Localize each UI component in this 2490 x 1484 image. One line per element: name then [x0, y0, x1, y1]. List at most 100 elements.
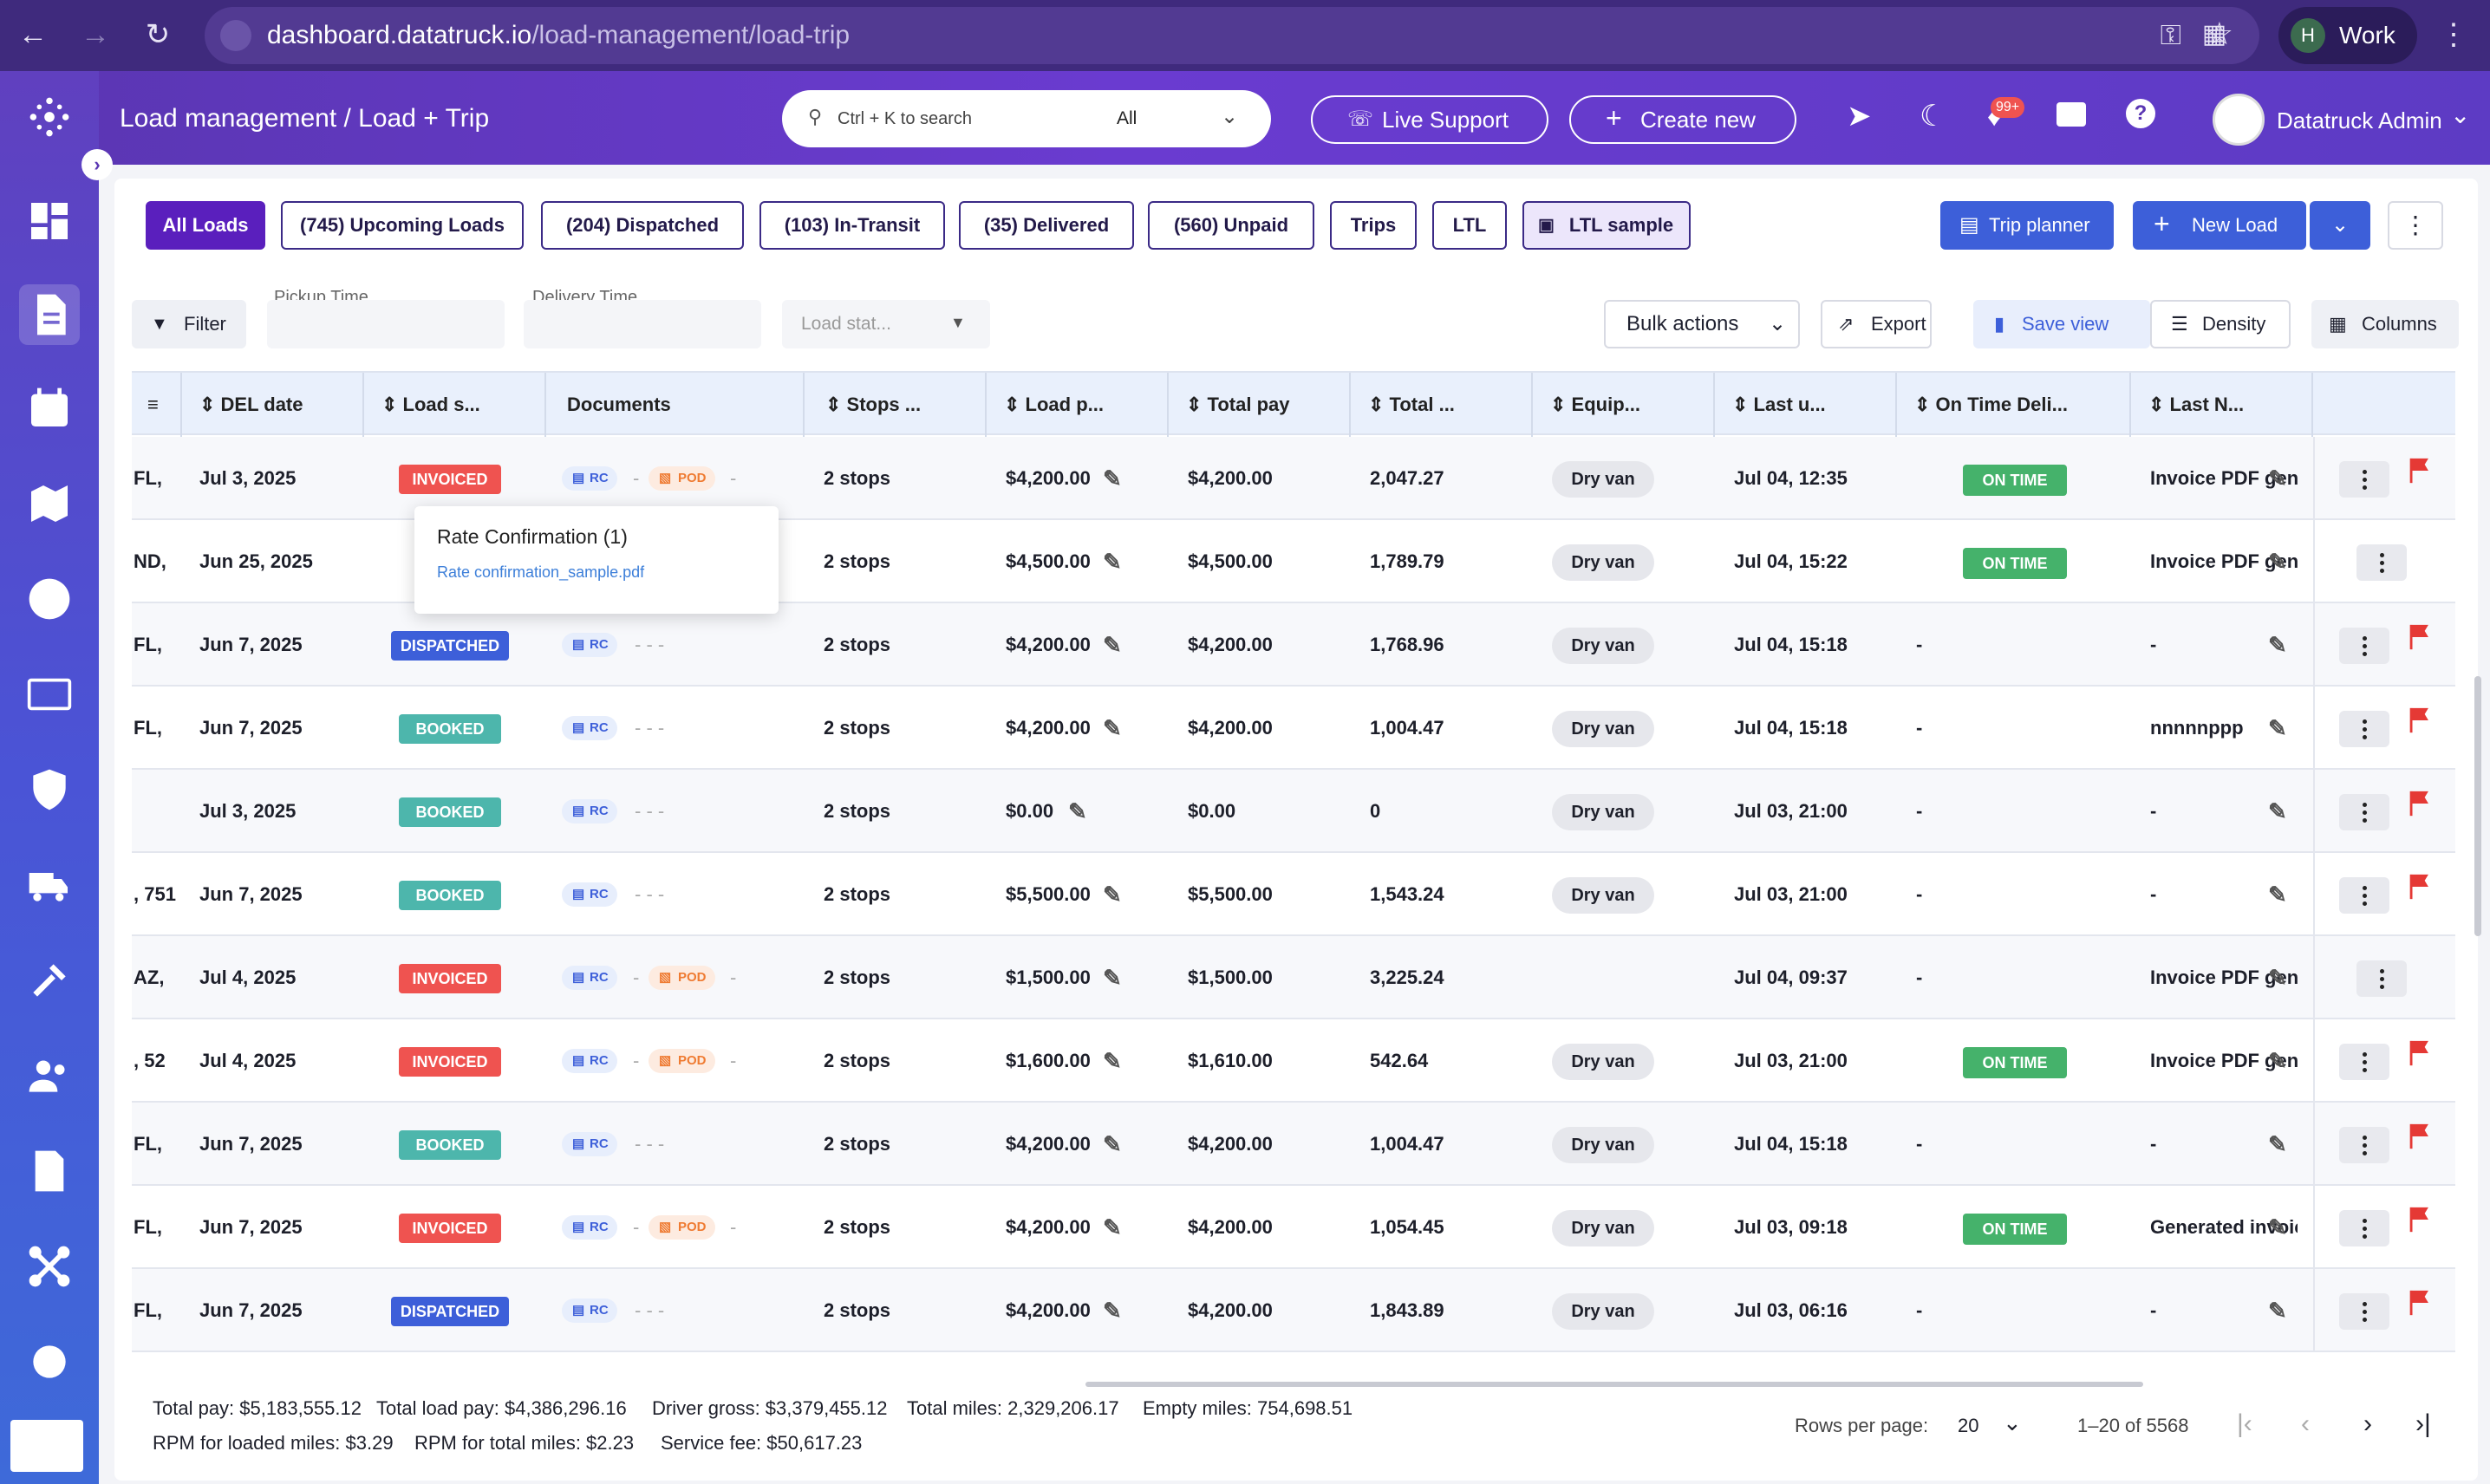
star-icon[interactable]: ☆: [2205, 16, 2233, 51]
filter-button[interactable]: ▼ Filter: [132, 300, 246, 348]
table-row[interactable]: , 52 Jul 4, 2025 INVOICED ▤ RC - ▧ POD - 2 stops $…: [132, 1019, 2455, 1103]
integrations-icon[interactable]: [19, 1236, 80, 1297]
rc-document-chip[interactable]: ▤ RC: [562, 1132, 617, 1156]
global-search[interactable]: ⚲ Ctrl + K to search All ⌄: [782, 90, 1271, 147]
edit-note-pencil-icon[interactable]: ✎: [2268, 1298, 2287, 1324]
table-row[interactable]: FL, Jun 7, 2025 DISPATCHED ▤ RC - - - 2 stops $…: [132, 1269, 2455, 1352]
row-actions-menu-icon[interactable]: [2339, 711, 2389, 747]
tab-ltl[interactable]: LTL: [1432, 201, 1507, 250]
tab-ltl-sample[interactable]: ▣ LTL sample: [1522, 201, 1691, 250]
reload-icon[interactable]: ↻: [145, 18, 171, 51]
create-new-button[interactable]: + Create new: [1569, 95, 1796, 144]
density-button[interactable]: ☰ Density: [2150, 300, 2291, 348]
site-settings-icon[interactable]: [220, 20, 251, 51]
popover-file-link[interactable]: Rate confirmation_sample.pdf: [437, 563, 645, 581]
new-load-options-chevron-icon[interactable]: ⌄: [2310, 201, 2370, 250]
flag-icon[interactable]: [2407, 1122, 2433, 1151]
flag-icon[interactable]: [2407, 456, 2433, 485]
chevron-down-icon[interactable]: ⌄: [1221, 105, 1239, 128]
dashboard-icon[interactable]: [19, 191, 80, 251]
edit-note-pencil-icon[interactable]: ✎: [2268, 1214, 2287, 1240]
flag-icon[interactable]: [2407, 1038, 2433, 1068]
settings-icon[interactable]: [19, 1331, 80, 1392]
column-del-date[interactable]: ⇕ DEL date: [182, 373, 364, 437]
edit-note-pencil-icon[interactable]: ✎: [2268, 882, 2287, 908]
next-page-icon[interactable]: ›: [2363, 1409, 2372, 1438]
rc-document-chip[interactable]: ▤ RC: [562, 633, 617, 657]
row-actions-menu-icon[interactable]: [2339, 628, 2389, 664]
column-total-pay[interactable]: ⇕ Total pay: [1169, 373, 1351, 437]
flag-icon[interactable]: [2407, 622, 2433, 652]
column-last-updated[interactable]: ⇕ Last u...: [1715, 373, 1897, 437]
edit-note-pencil-icon[interactable]: ✎: [2268, 465, 2287, 491]
billing-icon[interactable]: [19, 569, 80, 629]
edit-pencil-icon[interactable]: ✎: [1068, 798, 1087, 824]
row-actions-menu-icon[interactable]: [2356, 960, 2407, 997]
edit-note-pencil-icon[interactable]: ✎: [2268, 1048, 2287, 1074]
save-view-button[interactable]: ▮ Save view: [1973, 300, 2150, 348]
help-icon[interactable]: ?: [2126, 99, 2155, 128]
table-row[interactable]: FL, Jun 7, 2025 BOOKED ▤ RC - - - 2 stops $4,20…: [132, 1103, 2455, 1186]
row-actions-menu-icon[interactable]: [2339, 1210, 2389, 1246]
edit-pencil-icon[interactable]: ✎: [1103, 632, 1122, 658]
chat-icon[interactable]: [2057, 102, 2086, 127]
column-stops[interactable]: ⇕ Stops ...: [805, 373, 987, 437]
user-avatar[interactable]: [2213, 94, 2265, 146]
table-row[interactable]: FL, Jun 7, 2025 DISPATCHED ▤ RC - - - 2 stops $…: [132, 603, 2455, 687]
edit-pencil-icon[interactable]: ✎: [1103, 965, 1122, 991]
loads-icon[interactable]: [19, 284, 80, 345]
more-options-icon[interactable]: ⋮: [2388, 201, 2443, 250]
tab-trips[interactable]: Trips: [1330, 201, 1417, 250]
collapse-sidebar-icon[interactable]: ›: [81, 149, 113, 180]
previous-page-icon[interactable]: ‹: [2301, 1409, 2310, 1438]
edit-pencil-icon[interactable]: ✎: [1103, 882, 1122, 908]
column-filter-icon[interactable]: ≡: [132, 373, 182, 437]
column-equipment[interactable]: ⇕ Equip...: [1533, 373, 1715, 437]
tab-all-loads[interactable]: All Loads: [146, 201, 265, 250]
trip-planner-button[interactable]: ▤ Trip planner: [1940, 201, 2114, 250]
rc-document-chip[interactable]: ▤ RC: [562, 716, 617, 740]
edit-note-pencil-icon[interactable]: ✎: [2268, 798, 2287, 824]
edit-note-pencil-icon[interactable]: ✎: [2268, 965, 2287, 991]
user-menu-chevron-icon[interactable]: ⌄: [2450, 101, 2471, 128]
live-support-button[interactable]: ☏ Live Support: [1311, 95, 1548, 144]
flag-icon[interactable]: [2407, 1288, 2433, 1318]
browser-menu-icon[interactable]: ⋮: [2439, 18, 2468, 51]
tab-delivered[interactable]: (35) Delivered: [959, 201, 1134, 250]
address-bar[interactable]: dashboard.datatruck.io/load-management/l…: [205, 7, 2259, 64]
first-page-icon[interactable]: |‹: [2237, 1409, 2252, 1438]
rc-document-chip[interactable]: ▤ RC: [562, 466, 617, 491]
delivery-time-input[interactable]: [524, 300, 761, 348]
vertical-scrollbar[interactable]: [2474, 676, 2481, 936]
horizontal-scrollbar[interactable]: [1085, 1382, 2143, 1387]
new-load-button[interactable]: + New Load: [2133, 201, 2306, 250]
shield-icon[interactable]: [19, 759, 80, 820]
columns-button[interactable]: ▦ Columns: [2311, 300, 2459, 348]
rc-document-chip[interactable]: ▤ RC: [562, 966, 617, 990]
edit-pencil-icon[interactable]: ✎: [1103, 1131, 1122, 1157]
tab-dispatched[interactable]: (204) Dispatched: [541, 201, 744, 250]
truck-icon[interactable]: [19, 855, 80, 915]
pickup-time-input[interactable]: [267, 300, 505, 348]
edit-note-pencil-icon[interactable]: ✎: [2268, 632, 2287, 658]
column-last-note[interactable]: ⇕ Last N...: [2131, 373, 2313, 437]
row-actions-menu-icon[interactable]: [2339, 794, 2389, 830]
chevron-down-icon[interactable]: ⌄: [2003, 1409, 2022, 1435]
edit-pencil-icon[interactable]: ✎: [1103, 1298, 1122, 1324]
edit-pencil-icon[interactable]: ✎: [1103, 715, 1122, 741]
column-total-miles[interactable]: ⇕ Total ...: [1351, 373, 1533, 437]
export-button[interactable]: ⇗ Export: [1821, 300, 1932, 348]
column-load-pay[interactable]: ⇕ Load p...: [987, 373, 1169, 437]
rows-per-page-select[interactable]: 20: [1958, 1415, 1979, 1436]
edit-note-pencil-icon[interactable]: ✎: [2268, 549, 2287, 575]
flag-icon[interactable]: [2407, 1205, 2433, 1234]
row-actions-menu-icon[interactable]: [2356, 544, 2407, 581]
last-page-icon[interactable]: ›|: [2415, 1409, 2431, 1438]
extensions-icon[interactable]: ▦: [2201, 20, 2227, 49]
table-row[interactable]: FL, Jun 7, 2025 BOOKED ▤ RC - - - 2 stops $4,20…: [132, 687, 2455, 770]
edit-pencil-icon[interactable]: ✎: [1103, 1214, 1122, 1240]
back-icon[interactable]: ←: [18, 18, 48, 51]
tab-upcoming-loads[interactable]: (745) Upcoming Loads: [281, 201, 524, 250]
flag-icon[interactable]: [2407, 789, 2433, 818]
pod-document-chip[interactable]: ▧ POD: [649, 1049, 715, 1073]
